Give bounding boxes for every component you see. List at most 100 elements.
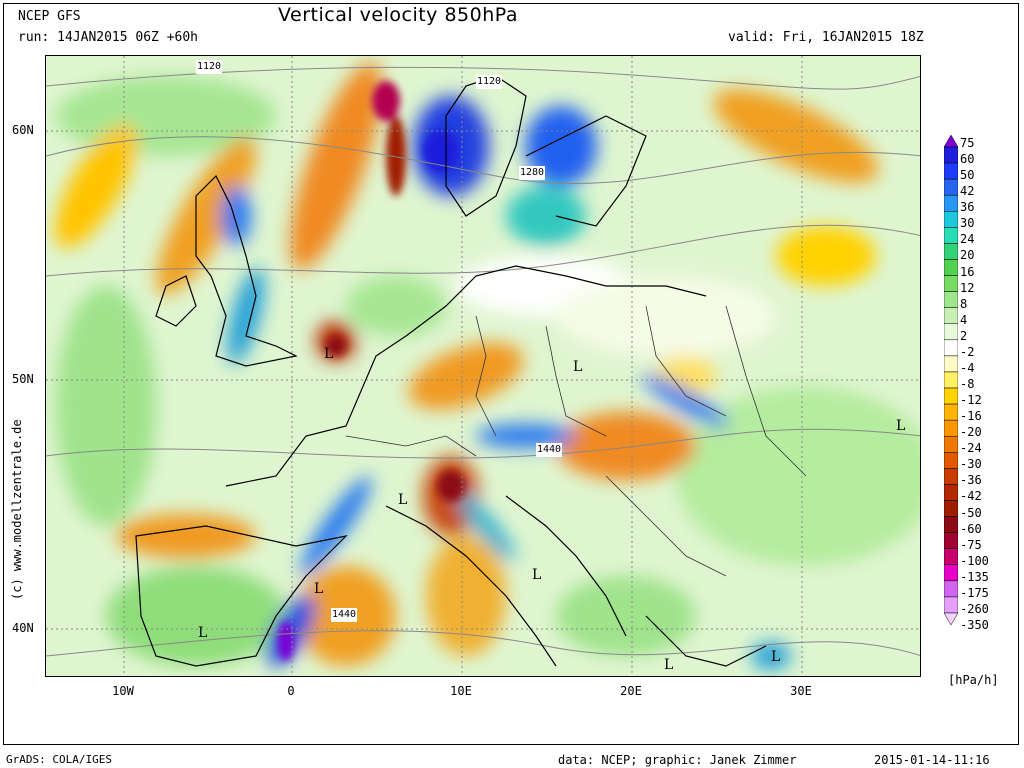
colorbar-unit: [hPa/h]	[948, 673, 999, 687]
colorbar-swatch	[944, 227, 958, 244]
colorbar-swatch	[944, 484, 958, 501]
lon-label-30e: 30E	[790, 684, 812, 698]
colorbar-swatch	[944, 146, 958, 164]
field-cores	[278, 81, 465, 661]
colorbar-label: -36	[960, 473, 982, 488]
colorbar-label: 30	[960, 216, 975, 231]
colorbar-swatch	[944, 532, 958, 549]
colorbar-swatch	[944, 580, 958, 598]
contour-label: 1440	[536, 443, 563, 457]
low-marker: L	[664, 657, 674, 673]
lon-label-0: 0	[287, 684, 295, 698]
colorbar-label: 42	[960, 184, 975, 199]
contour-label: 1280	[519, 166, 546, 180]
contour-label: 1120	[476, 75, 503, 89]
colorbar-swatch	[944, 612, 958, 625]
colorbar-swatch	[944, 339, 958, 357]
valid-time: valid: Fri, 16JAN2015 18Z	[728, 30, 924, 45]
colorbar-swatch	[944, 419, 958, 437]
colorbar-label: 24	[960, 232, 975, 247]
lat-label-50n: 50N	[12, 372, 34, 386]
colorbar-swatch	[944, 500, 958, 517]
timestamp: 2015-01-14-11:16	[874, 753, 990, 767]
contour-label: 1120	[196, 60, 223, 74]
low-marker: L	[573, 359, 583, 375]
colorbar-swatch	[944, 468, 958, 485]
low-marker: L	[198, 625, 208, 641]
lon-label-10w: 10W	[112, 684, 134, 698]
map-field-svg	[46, 56, 920, 676]
colorbar-label: -260	[960, 601, 989, 616]
colorbar-label: 36	[960, 200, 975, 215]
data-credit: data: NCEP; graphic: Janek Zimmer	[558, 753, 797, 767]
run-info: run: 14JAN2015 06Z +60h	[18, 30, 199, 45]
low-marker: L	[532, 567, 542, 583]
colorbar-swatch	[944, 564, 958, 582]
colorbar-label: -20	[960, 425, 982, 440]
colorbar-swatch	[944, 291, 958, 308]
colorbar-label: 75	[960, 136, 975, 150]
low-marker: L	[324, 346, 334, 362]
coastlines	[135, 75, 767, 667]
colorbar-swatch	[944, 548, 958, 566]
lon-label-10e: 10E	[450, 684, 472, 698]
colorbar-label: -24	[960, 441, 982, 456]
colorbar-swatch	[944, 435, 958, 453]
colorbar-swatch	[944, 596, 958, 614]
colorbar-swatch	[944, 178, 958, 196]
grads-credit: GrADS: COLA/IGES	[6, 753, 112, 766]
colorbar-label: -175	[960, 585, 989, 600]
colorbar-swatch	[944, 194, 958, 212]
colorbar-label: -4	[960, 360, 975, 375]
colorbar-label: 20	[960, 248, 975, 263]
colorbar-label: -135	[960, 569, 989, 584]
colorbar-swatch	[944, 243, 958, 260]
colorbar-label: -60	[960, 521, 982, 536]
figure-frame	[3, 3, 1019, 745]
colorbar-swatch	[944, 516, 958, 533]
lat-label-60n: 60N	[12, 123, 34, 137]
colorbar-swatch	[944, 162, 958, 180]
borders	[345, 305, 807, 577]
low-marker: L	[896, 418, 906, 434]
lat-label-40n: 40N	[12, 621, 34, 635]
colorbar-swatch	[944, 275, 958, 292]
low-marker: L	[398, 492, 408, 508]
low-marker: L	[314, 581, 324, 597]
colorbar-label: -2	[960, 344, 975, 359]
colorbar-label: -42	[960, 489, 982, 504]
colorbar-label: -12	[960, 393, 982, 408]
colorbar-label: -30	[960, 457, 982, 472]
colorbar-label: -100	[960, 553, 989, 568]
colorbar-swatch	[944, 259, 958, 276]
colorbar-swatch	[944, 355, 958, 373]
copyright-vertical: (c) www.modellzentrale.de	[10, 419, 24, 600]
colorbar-label: 60	[960, 152, 975, 167]
colorbar-label: -75	[960, 537, 982, 552]
colorbar-label: -350	[960, 618, 989, 632]
map-panel: L L L L L L L L L 1120 1120 1280 1440 14…	[45, 55, 921, 677]
colorbar-label: -50	[960, 505, 982, 520]
colorbar-swatch	[944, 323, 958, 341]
lon-label-20e: 20E	[620, 684, 642, 698]
low-marker: L	[771, 649, 781, 665]
colorbar	[944, 135, 958, 625]
colorbar-label: 8	[960, 296, 968, 311]
colorbar-label: 4	[960, 312, 968, 327]
colorbar-swatch	[944, 211, 958, 228]
graticule	[46, 56, 920, 676]
colorbar-swatch	[944, 387, 958, 405]
colorbar-label: 16	[960, 264, 975, 279]
model-name: NCEP GFS	[18, 9, 81, 24]
colorbar-label: -8	[960, 377, 975, 391]
colorbar-label: 50	[960, 168, 975, 183]
colorbar-label: 2	[960, 328, 968, 343]
colorbar-swatch	[944, 135, 958, 148]
contour-label: 1440	[331, 608, 358, 622]
colorbar-label: -16	[960, 409, 982, 424]
colorbar-swatch	[944, 307, 958, 325]
colorbar-swatch	[944, 403, 958, 421]
colorbar-swatch	[944, 371, 958, 389]
chart-title: Vertical velocity 850hPa	[278, 4, 519, 26]
colorbar-label: 12	[960, 280, 975, 295]
